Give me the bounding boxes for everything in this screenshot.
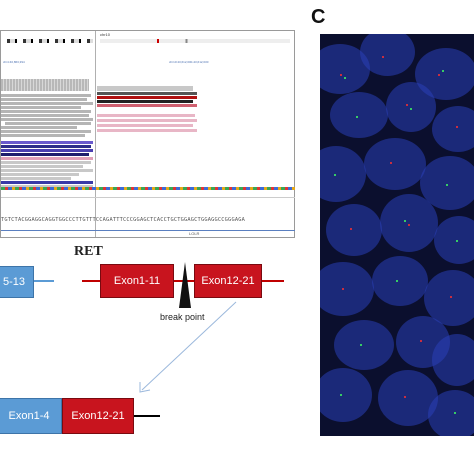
right-coverage-track <box>97 86 193 91</box>
fish-signal-green <box>360 344 362 346</box>
read <box>1 130 91 133</box>
read <box>1 173 79 176</box>
nucleus <box>320 262 374 316</box>
nucleus <box>432 334 474 386</box>
read <box>1 126 77 129</box>
right-chromosome-ideogram <box>100 39 290 43</box>
read <box>1 94 91 97</box>
fish-signal-red <box>450 296 452 298</box>
read <box>1 153 89 156</box>
fish-signal-red <box>406 104 408 106</box>
ret-gene-line-left <box>82 280 102 282</box>
read <box>97 119 197 122</box>
read <box>97 100 193 103</box>
gene-track-line <box>1 230 295 231</box>
read <box>1 141 93 144</box>
ret-gene-label: RET <box>74 244 103 259</box>
fish-signal-green <box>410 108 412 110</box>
partner-exon-box: 5-13 <box>0 266 34 298</box>
read <box>1 98 87 101</box>
nucleus <box>334 320 394 370</box>
nucleus <box>428 390 474 436</box>
gene-label: LOLR <box>189 231 200 236</box>
partner-gene-line <box>32 280 54 282</box>
fish-signal-green <box>454 412 456 414</box>
reference-sequence: TGTCTACGGAGGCAGGTGGCCCTTGTTTCCAGATTTCCCG… <box>1 217 246 223</box>
read <box>1 185 93 188</box>
nucleus <box>326 204 382 256</box>
ret-exon12-21-box: Exon12-21 <box>194 264 262 298</box>
fusion-gene-line <box>134 415 160 417</box>
read <box>1 102 93 105</box>
fusion-exon1-4-box: Exon1-4 <box>0 398 62 434</box>
panel-c-label: C <box>311 6 326 28</box>
track-separator <box>1 197 295 198</box>
read <box>97 114 195 117</box>
fish-signal-green <box>442 70 444 72</box>
read <box>1 145 91 148</box>
fish-signal-red <box>390 162 392 164</box>
fish-signal-red <box>350 228 352 230</box>
read <box>1 161 91 164</box>
read <box>97 129 197 132</box>
sequence-color-track <box>1 187 295 190</box>
fish-signal-red <box>340 74 342 76</box>
fusion-arrow <box>139 301 237 393</box>
read <box>5 122 91 125</box>
read <box>1 157 93 160</box>
read <box>97 96 197 99</box>
fish-signal-red <box>456 126 458 128</box>
read <box>97 104 197 107</box>
nucleus <box>432 106 474 152</box>
fusion-exon12-21-box: Exon12-21 <box>62 398 134 434</box>
fish-signal-green <box>446 184 448 186</box>
pane-divider <box>95 31 96 237</box>
fish-signal-green <box>456 240 458 242</box>
nucleus <box>386 82 436 132</box>
nucleus <box>330 92 388 138</box>
ret-gene-line-right <box>262 280 284 282</box>
read <box>1 181 93 184</box>
nucleus <box>434 216 474 264</box>
read <box>1 149 93 152</box>
nucleus <box>320 368 372 422</box>
fish-signal-green <box>356 116 358 118</box>
read <box>97 124 193 127</box>
fish-signal-red <box>420 340 422 342</box>
nucleus <box>364 138 426 190</box>
fish-image <box>320 34 474 436</box>
break-point-marker <box>179 262 191 308</box>
fish-signal-green <box>344 77 346 79</box>
read <box>1 110 91 113</box>
read <box>1 114 89 117</box>
nucleus <box>372 256 428 306</box>
read <box>1 106 81 109</box>
nucleus <box>320 146 366 202</box>
right-locus-text: chr10:43,612,000-43,612,030 <box>169 60 209 64</box>
break-point-label: break point <box>160 312 205 322</box>
left-locus-text: chr4:40,863,394 <box>3 60 25 64</box>
read <box>1 165 83 168</box>
fish-signal-green <box>396 280 398 282</box>
read <box>1 134 85 137</box>
fish-signal-green <box>334 174 336 176</box>
read <box>1 169 93 172</box>
ret-exon1-11-box: Exon1-11 <box>100 264 174 298</box>
left-chromosome-ideogram <box>1 39 93 43</box>
fish-signal-red <box>408 224 410 226</box>
fish-signal-red <box>342 288 344 290</box>
read <box>1 177 71 180</box>
right-chromosome-label: chr10 <box>100 32 111 37</box>
fish-signal-red <box>404 396 406 398</box>
nucleus <box>380 194 438 252</box>
left-coverage-track <box>1 79 89 91</box>
nucleus <box>360 34 415 76</box>
read <box>97 92 197 95</box>
fish-signal-red <box>438 74 440 76</box>
genome-browser-panel: chr10 chr4:40,863,394 chr10:43,612,000-4… <box>0 30 295 238</box>
fish-signal-red <box>382 56 384 58</box>
read <box>1 118 93 121</box>
fish-signal-green <box>340 394 342 396</box>
fish-signal-green <box>404 220 406 222</box>
